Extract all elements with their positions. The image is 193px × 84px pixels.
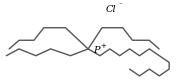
Text: ⁻: ⁻ <box>118 2 122 8</box>
Text: P: P <box>93 46 99 55</box>
Text: +: + <box>101 43 106 49</box>
Text: Cl: Cl <box>106 5 117 14</box>
